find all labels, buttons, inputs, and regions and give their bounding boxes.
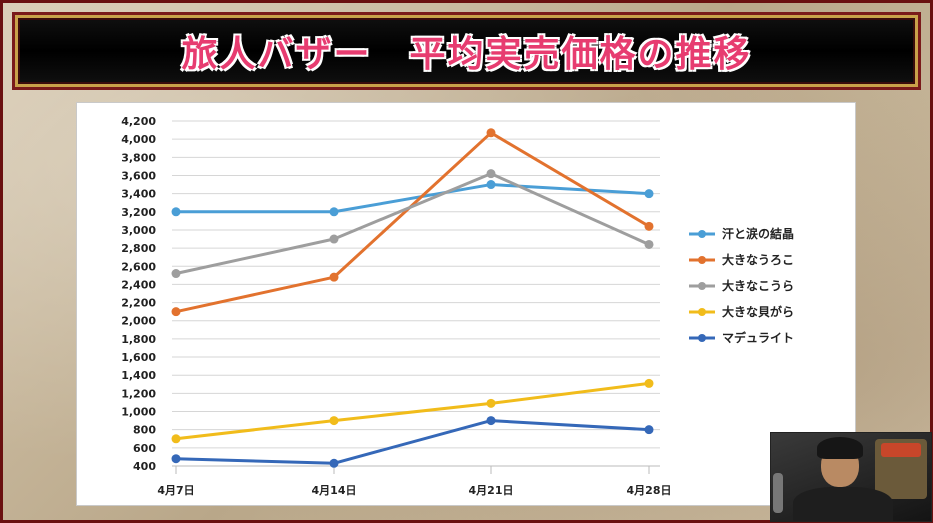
y-tick-label: 2,600 — [121, 260, 156, 273]
y-tick-label: 3,800 — [121, 151, 156, 164]
data-point — [171, 207, 181, 217]
legend-entry: 大きな貝がら — [722, 304, 794, 319]
data-point — [329, 416, 339, 426]
x-tick-label: 4月7日 — [157, 484, 194, 497]
y-tick-label: 3,600 — [121, 169, 156, 182]
data-point — [486, 416, 496, 426]
y-tick-label: 3,000 — [121, 224, 156, 237]
legend-swatch-marker — [698, 256, 706, 264]
data-point — [329, 458, 339, 468]
y-tick-label: 2,200 — [121, 297, 156, 310]
data-point — [329, 207, 339, 217]
webcam-overlay — [770, 432, 932, 522]
data-point — [329, 272, 339, 282]
data-point — [644, 425, 654, 435]
data-point — [486, 398, 496, 408]
data-point — [171, 269, 181, 279]
microphone-icon — [773, 473, 783, 513]
data-point — [486, 169, 496, 179]
webcam-person-body — [793, 487, 893, 521]
data-point — [486, 128, 496, 138]
y-tick-label: 1,200 — [121, 387, 156, 400]
webcam-person-hair — [817, 437, 863, 459]
chart-panel: 4,200 4,000 3,800 3,600 3,400 3,200 3,000 2,800… — [76, 102, 856, 506]
y-tick-label: 2,800 — [121, 242, 156, 255]
webcam-background-logo — [881, 443, 921, 457]
y-tick-label: 3,400 — [121, 188, 156, 201]
series-line-2 — [175, 172, 650, 275]
legend-swatch-marker — [698, 308, 706, 316]
y-tick-label: 1,600 — [121, 351, 156, 364]
y-tick-label: 1,800 — [121, 333, 156, 346]
series-line-3 — [175, 381, 650, 441]
legend-entry: 大きなうろこ — [722, 252, 794, 267]
series-line-4 — [175, 419, 650, 465]
legend-entry: マデュライト — [722, 330, 794, 345]
legend-swatch-marker — [698, 334, 706, 342]
data-point — [486, 180, 496, 190]
data-point — [644, 221, 654, 231]
y-tick-label: 400 — [133, 460, 156, 473]
y-tick-label: 3,200 — [121, 206, 156, 219]
y-tick-label: 800 — [133, 424, 156, 437]
data-point — [644, 189, 654, 199]
x-tick-label: 4月21日 — [469, 484, 514, 497]
series-line-0 — [176, 183, 650, 214]
legend-entry: 汗と涙の結晶 — [722, 226, 794, 241]
data-point — [329, 234, 339, 244]
title-banner: 旅人バザー 平均実売価格の推移 — [12, 12, 921, 90]
x-tick-label: 4月28日 — [627, 484, 672, 497]
data-point — [171, 307, 181, 317]
line-chart: 4,200 4,000 3,800 3,600 3,400 3,200 3,000 2,800… — [121, 115, 794, 497]
y-tick-label: 4,200 — [121, 115, 156, 128]
y-tick-label: 4,000 — [121, 133, 156, 146]
data-point — [171, 434, 181, 444]
y-tick-label: 1,000 — [121, 406, 156, 419]
y-tick-label: 1,400 — [121, 369, 156, 382]
y-tick-label: 2,000 — [121, 315, 156, 328]
legend-swatch-marker — [698, 230, 706, 238]
chart-title: 旅人バザー 平均実売価格の推移 — [181, 34, 752, 75]
legend-entry: 大きなこうら — [722, 278, 794, 293]
y-tick-label: 600 — [133, 442, 156, 455]
data-point — [644, 378, 654, 388]
x-tick-label: 4月14日 — [312, 484, 357, 497]
legend-swatch-marker — [698, 282, 706, 290]
data-point — [644, 239, 654, 249]
data-point — [171, 454, 181, 464]
y-tick-label: 2,400 — [121, 278, 156, 291]
